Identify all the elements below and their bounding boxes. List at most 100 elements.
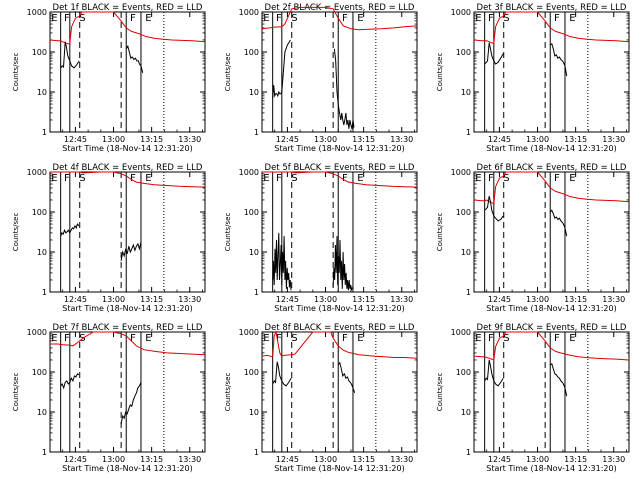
x-tick-label: 13:30: [390, 295, 413, 304]
region-letter: E: [357, 13, 363, 24]
y-tick-label: 10: [37, 408, 47, 417]
x-tick-label: 13:15: [352, 295, 375, 304]
events-series-line: [337, 361, 356, 394]
region-letter: E: [51, 333, 57, 344]
lld-series-line: [50, 171, 206, 188]
plot-frame: [473, 171, 630, 293]
lld-series-line: [473, 171, 630, 205]
events-series-line: [60, 222, 80, 237]
y-tick-label: 10: [461, 248, 471, 257]
y-tick-label: 10: [461, 408, 471, 417]
plot-frame: [49, 11, 206, 133]
x-tick-label: 13:30: [178, 455, 201, 464]
x-tick-label: 13:15: [140, 455, 163, 464]
y-tick-label: 1: [42, 128, 47, 137]
events-series-line: [549, 362, 568, 397]
region-letter: E: [145, 13, 151, 24]
panel-det-5: Det 5f BLACK = Events, RED = LLD 1 10 100 10…: [224, 163, 418, 313]
y-tick-label: 1000: [451, 168, 471, 177]
events-series-line: [549, 209, 568, 237]
panel-det-1: Det 1f BLACK = Events, RED = LLD 1 10 100 10…: [12, 3, 206, 153]
y-tick-label: 100: [456, 48, 471, 57]
plot-frame: [473, 11, 630, 133]
y-tick-label: 100: [32, 48, 47, 57]
x-tick-label: 13:30: [602, 135, 625, 144]
y-tick-label: 100: [32, 208, 47, 217]
region-letter: F: [64, 333, 70, 344]
y-axis-label: Counts/sec: [224, 213, 232, 252]
panel-det-3: Det 3f BLACK = Events, RED = LLD 1 10 100 10…: [436, 3, 630, 153]
y-tick-label: 1: [466, 128, 471, 137]
y-tick-label: 1000: [239, 8, 259, 17]
y-tick-label: 10: [249, 408, 259, 417]
plot-frame: [261, 171, 418, 293]
region-letter: E: [145, 333, 151, 344]
region-letter: E: [51, 173, 57, 184]
region-letter: E: [263, 13, 269, 24]
panel-title: Det 5f BLACK = Events, RED = LLD: [265, 163, 415, 173]
lld-series-line: [473, 11, 630, 45]
panel-det-9: Det 9f BLACK = Events, RED = LLD 1 10 100 10…: [436, 323, 630, 473]
region-letter: F: [488, 173, 494, 184]
x-tick-label: 13:30: [178, 135, 201, 144]
panel-title: Det 9f BLACK = Events, RED = LLD: [477, 323, 627, 333]
x-tick-label: 13:15: [564, 455, 587, 464]
region-letter: S: [503, 173, 509, 184]
events-series-line: [60, 41, 80, 69]
y-axis-label: Counts/sec: [224, 373, 232, 412]
plot-frame: [261, 331, 418, 453]
region-letter: E: [357, 333, 363, 344]
x-tick-label: 12:45: [276, 295, 299, 304]
y-tick-label: 1000: [27, 8, 47, 17]
region-letter: E: [569, 173, 575, 184]
region-letter: S: [79, 13, 85, 24]
x-tick-label: 13:15: [352, 135, 375, 144]
x-tick-label: 13:00: [526, 455, 549, 464]
y-tick-label: 100: [244, 208, 259, 217]
y-tick-label: 100: [456, 368, 471, 377]
y-tick-label: 1: [254, 288, 259, 297]
x-tick-label: 13:00: [102, 455, 125, 464]
plot-frame: [261, 11, 418, 133]
x-tick-label: 12:45: [488, 135, 511, 144]
panel-title: Det 7f BLACK = Events, RED = LLD: [53, 323, 203, 333]
x-tick-label: 13:30: [390, 455, 413, 464]
y-tick-label: 1: [42, 448, 47, 457]
y-tick-label: 1: [466, 448, 471, 457]
x-axis-label: Start Time (18-Nov-14 12:31:20): [274, 304, 404, 313]
x-tick-label: 12:45: [276, 455, 299, 464]
x-axis-label: Start Time (18-Nov-14 12:31:20): [274, 144, 404, 153]
lld-series-line: [261, 330, 418, 359]
lld-series-line: [261, 6, 418, 31]
x-axis-label: Start Time (18-Nov-14 12:31:20): [486, 304, 616, 313]
x-tick-label: 12:45: [488, 295, 511, 304]
region-letter: F: [342, 13, 348, 24]
y-axis-label: Counts/sec: [436, 213, 444, 252]
x-axis-label: Start Time (18-Nov-14 12:31:20): [486, 144, 616, 153]
events-series-line: [484, 42, 504, 65]
events-series-line: [484, 195, 504, 222]
panel-title: Det 3f BLACK = Events, RED = LLD: [477, 3, 627, 13]
y-axis-label: Counts/sec: [224, 53, 232, 92]
x-tick-label: 13:15: [352, 455, 375, 464]
region-letter: E: [569, 13, 575, 24]
x-axis-label: Start Time (18-Nov-14 12:31:20): [274, 464, 404, 473]
region-letter: F: [130, 173, 136, 184]
panel-title: Det 2f BLACK = Events, RED = LLD: [265, 3, 415, 13]
events-series-line: [272, 232, 292, 291]
y-tick-label: 1000: [239, 168, 259, 177]
events-series-line: [272, 39, 291, 99]
y-tick-label: 100: [32, 368, 47, 377]
y-tick-label: 10: [461, 88, 471, 97]
region-letter: S: [291, 333, 297, 344]
y-tick-label: 10: [37, 88, 47, 97]
region-letter: F: [554, 333, 560, 344]
region-letter: F: [342, 173, 348, 184]
y-axis-label: Counts/sec: [12, 53, 20, 92]
y-tick-label: 10: [249, 88, 259, 97]
x-tick-label: 13:00: [314, 135, 337, 144]
panel-det-7: Det 7f BLACK = Events, RED = LLD 1 10 100 10…: [12, 323, 206, 473]
y-tick-label: 1000: [27, 328, 47, 337]
y-tick-label: 100: [244, 368, 259, 377]
y-tick-label: 1: [254, 128, 259, 137]
